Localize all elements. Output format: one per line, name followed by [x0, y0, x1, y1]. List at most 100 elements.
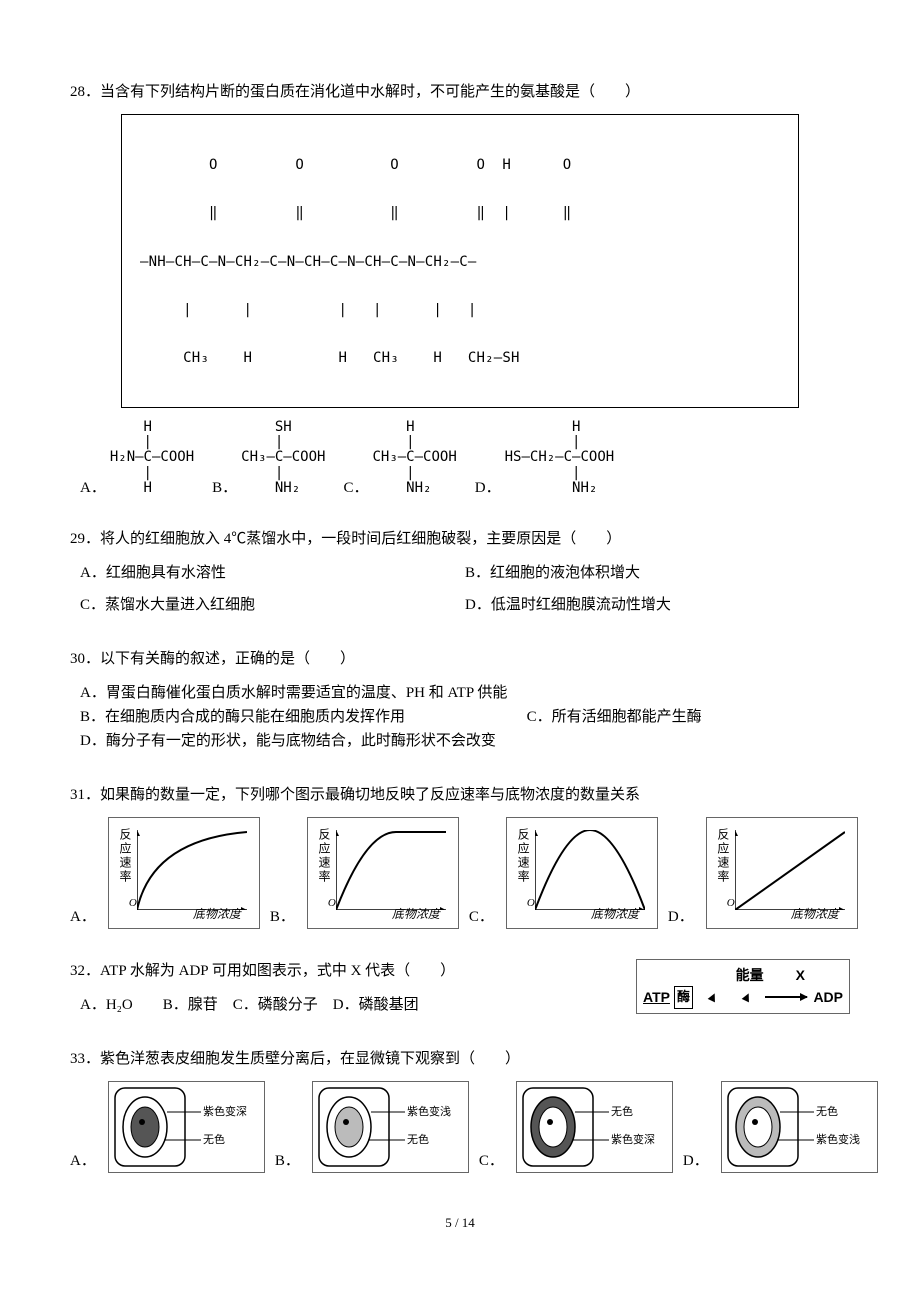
q29-text: 29．将人的红细胞放入 4℃蒸馏水中，一段时间后红细胞破裂，主要原因是（ ）: [70, 527, 850, 551]
ylabel-c: 反应速率: [513, 828, 532, 884]
q29-options: A．红细胞具有水溶性 B．红细胞的液泡体积增大 C．蒸馏水大量进入红细胞 D．低…: [80, 561, 850, 617]
atp-energy: 能量: [736, 964, 764, 986]
q33-text: 33．紫色洋葱表皮细胞发生质壁分离后，在显微镜下观察到（ ）: [70, 1047, 850, 1071]
ylabel-d: 反应速率: [713, 828, 732, 884]
atp-diagram: 能量 X ATP 酶 ADP: [636, 959, 850, 1014]
chart-b: 反应速率 O 底物浓度: [307, 817, 459, 929]
cell-d-svg: 无色 紫色变浅: [722, 1082, 877, 1172]
pep-line-2: —NH—CH—C—N—CH₂—C—N—CH—C—N—CH—C—N—CH₂—C—: [140, 254, 780, 270]
pep-line-4: CH₃ H H CH₃ H CH₂—SH: [140, 350, 780, 366]
question-29: 29．将人的红细胞放入 4℃蒸馏水中，一段时间后红细胞破裂，主要原因是（ ） A…: [70, 527, 850, 617]
origin-b: O: [328, 895, 336, 913]
ylabel-a: 反应速率: [115, 828, 134, 884]
cell-a: 紫色变深 无色: [108, 1081, 265, 1173]
q31-text: 31．如果酶的数量一定，下列哪个图示最确切地反映了反应速率与底物浓度的数量关系: [70, 783, 850, 807]
q33-stem: ．紫色洋葱表皮细胞发生质壁分离后，在显微镜下观察到（ ）: [85, 1051, 520, 1067]
cell-a-svg: 紫色变深 无色: [109, 1082, 264, 1172]
question-30: 30．以下有关酶的叙述，正确的是（ ） A．胃蛋白酶催化蛋白质水解时需要适宜的温…: [70, 647, 850, 753]
pep-line-0: O O O O H O: [140, 157, 780, 173]
q28-stem: ．当含有下列结构片断的蛋白质在消化道中水解时，不可能产生的氨基酸是（ ）: [85, 84, 640, 100]
q28-number: 28: [70, 84, 85, 100]
q32-number: 32: [70, 963, 85, 979]
pep-line-3: | | | | | |: [140, 302, 780, 318]
cell-a-bot: 无色: [203, 1132, 225, 1146]
q29-opt-b: B．红细胞的液泡体积增大: [465, 561, 850, 585]
curve-d-svg: [735, 830, 845, 910]
origin-a: O: [129, 895, 137, 913]
opt-letter-c: C．: [343, 480, 368, 497]
question-32: 能量 X ATP 酶 ADP 32．ATP 水解为 ADP 可用如图表示，式中 …: [70, 959, 850, 1017]
q29-number: 29: [70, 531, 85, 547]
reaction-arrow-icon: [765, 996, 807, 998]
cell-b-top: 紫色变浅: [407, 1104, 451, 1118]
question-28: 28．当含有下列结构片断的蛋白质在消化道中水解时，不可能产生的氨基酸是（ ） O…: [70, 80, 850, 497]
aa-struct-b: SH | CH₃—C—COOH | NH₂: [241, 420, 325, 497]
cell-c-bot: 紫色变深: [611, 1132, 655, 1146]
aa-struct-a: H | H₂N—C—COOH | H: [110, 420, 194, 497]
q30-opt-b: B．在细胞质内合成的酶只能在细胞质内发挥作用: [80, 705, 527, 729]
q31-label-d: D．: [668, 905, 694, 929]
q28-text: 28．当含有下列结构片断的蛋白质在消化道中水解时，不可能产生的氨基酸是（ ）: [70, 80, 850, 104]
q33-label-c: C．: [479, 1149, 504, 1173]
q31-charts: A． 反应速率 O 底物浓度 B． 反应速率 O 底物浓度: [70, 817, 850, 929]
q29-stem: ．将人的红细胞放入 4℃蒸馏水中，一段时间后红细胞破裂，主要原因是（ ）: [85, 531, 621, 547]
q30-opt-d: D．酶分子有一定的形状，能与底物结合，此时酶形状不会改变: [80, 729, 850, 753]
opt-letter-d: D．: [475, 480, 501, 497]
q31-label-a: A．: [70, 905, 96, 929]
q29-opt-c: C．蒸馏水大量进入红细胞: [80, 593, 465, 617]
q30-number: 30: [70, 651, 85, 667]
q28-options: A． H | H₂N—C—COOH | H B． SH | CH₃—C—COOH…: [80, 420, 850, 497]
q33-number: 33: [70, 1051, 85, 1067]
q33-label-b: B．: [275, 1149, 300, 1173]
cell-d: 无色 紫色变浅: [721, 1081, 878, 1173]
pep-line-1: ‖ ‖ ‖ ‖ | ‖: [140, 205, 780, 221]
opt-letter-a: A．: [80, 480, 106, 497]
q33-label-d: D．: [683, 1149, 709, 1173]
q28-option-b: B． SH | CH₃—C—COOH | NH₂: [212, 420, 325, 497]
q29-opt-d: D．低温时红细胞膜流动性增大: [465, 593, 850, 617]
q28-option-a: A． H | H₂N—C—COOH | H: [80, 420, 194, 497]
cell-c-svg: 无色 紫色变深: [517, 1082, 672, 1172]
q30-stem: ．以下有关酶的叙述，正确的是（ ）: [85, 651, 355, 667]
chart-c: 反应速率 O 底物浓度: [506, 817, 658, 929]
adp-label: ADP: [813, 986, 843, 1008]
arrow-energy-icon: [708, 992, 719, 1003]
q30-options: A．胃蛋白酶催化蛋白质水解时需要适宜的温度、PH 和 ATP 供能 B．在细胞质…: [80, 681, 850, 753]
curve-b-svg: [336, 830, 446, 910]
opt-letter-b: B．: [212, 480, 237, 497]
q31-label-b: B．: [270, 905, 295, 929]
curve-c-svg: [535, 830, 645, 910]
q29-opt-a: A．红细胞具有水溶性: [80, 561, 465, 585]
arrow-x-icon: [742, 992, 753, 1003]
origin-c: O: [527, 895, 535, 913]
peptide-structure: O O O O H O ‖ ‖ ‖ ‖ | ‖ —NH—CH—C—N—CH₂—C…: [121, 114, 799, 408]
origin-d: O: [727, 895, 735, 913]
q33-label-a: A．: [70, 1149, 96, 1173]
cell-c-top: 无色: [611, 1104, 633, 1118]
question-31: 31．如果酶的数量一定，下列哪个图示最确切地反映了反应速率与底物浓度的数量关系 …: [70, 783, 850, 929]
atp-label: ATP: [643, 986, 670, 1008]
cell-d-bot: 紫色变浅: [816, 1132, 860, 1146]
aa-struct-d: H | HS—CH₂—C—COOH | NH₂: [505, 420, 615, 497]
aa-struct-c: H | CH₃—C—COOH | NH₂: [372, 420, 456, 497]
q30-text: 30．以下有关酶的叙述，正确的是（ ）: [70, 647, 850, 671]
atp-x: X: [796, 964, 805, 986]
cell-b: 紫色变浅 无色: [312, 1081, 469, 1173]
q30-opt-c: C．所有活细胞都能产生酶: [527, 705, 702, 729]
q31-label-c: C．: [469, 905, 494, 929]
q28-option-c: C． H | CH₃—C—COOH | NH₂: [343, 420, 456, 497]
q30-opt-a: A．胃蛋白酶催化蛋白质水解时需要适宜的温度、PH 和 ATP 供能: [80, 681, 850, 705]
chart-a: 反应速率 O 底物浓度: [108, 817, 260, 929]
chart-d: 反应速率 O 底物浓度: [706, 817, 858, 929]
q31-stem: ．如果酶的数量一定，下列哪个图示最确切地反映了反应速率与底物浓度的数量关系: [85, 787, 640, 803]
cell-d-top: 无色: [816, 1104, 838, 1118]
enzyme-box: 酶: [674, 986, 693, 1009]
q33-cells: A． 紫色变深 无色 B． 紫色变浅 无: [70, 1081, 850, 1173]
question-33: 33．紫色洋葱表皮细胞发生质壁分离后，在显微镜下观察到（ ） A． 紫色变深 无…: [70, 1047, 850, 1173]
cell-b-svg: 紫色变浅 无色: [313, 1082, 468, 1172]
q28-option-d: D． H | HS—CH₂—C—COOH | NH₂: [475, 420, 614, 497]
q31-number: 31: [70, 787, 85, 803]
page-number: 5 / 14: [70, 1213, 850, 1234]
ylabel-b: 反应速率: [314, 828, 333, 884]
curve-a-svg: [137, 830, 247, 910]
